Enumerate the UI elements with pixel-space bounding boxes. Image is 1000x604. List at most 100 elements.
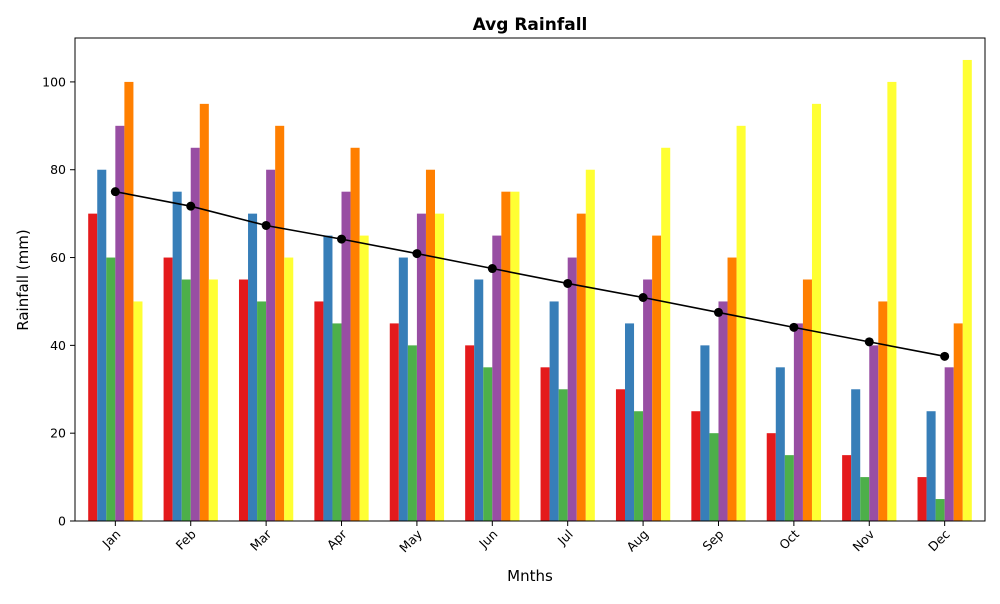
trend-line (115, 190, 945, 358)
bar-sep-series-4 (718, 301, 728, 521)
bar-dec-series-5 (953, 323, 963, 521)
trend-point-jun (487, 264, 497, 274)
bar-jan-series-3 (106, 257, 116, 521)
bar-nov-series-4 (869, 345, 879, 521)
bar-dec-series-4 (944, 367, 954, 521)
bar-jun-series-1 (465, 345, 475, 521)
bar-jul-series-6 (585, 169, 595, 521)
bar-apr-series-4 (341, 191, 351, 521)
trend-point-oct (789, 322, 799, 332)
trend-point-nov (864, 337, 874, 347)
bar-jan-series-2 (97, 169, 107, 521)
bar-may-series-5 (425, 169, 436, 521)
bar-apr-series-2 (323, 235, 333, 521)
bar-mar-series-3 (257, 301, 267, 521)
bar-jul-series-4 (567, 257, 577, 521)
chart-title: Avg Rainfall (473, 15, 588, 35)
bar-jun-series-4 (492, 235, 502, 521)
trend-point-jul (563, 278, 573, 288)
bar-sep-series-3 (709, 433, 719, 521)
bar-jan-series-6 (133, 301, 143, 521)
bar-feb-series-1 (163, 257, 173, 521)
bar-jul-series-5 (576, 213, 586, 522)
y-tick-label: 0 (58, 514, 66, 529)
trend-point-dec (940, 351, 950, 361)
bar-dec-series-6 (962, 59, 972, 522)
bar-mar-series-1 (238, 279, 249, 521)
bar-oct-series-4 (793, 323, 803, 521)
bar-aug-series-4 (643, 279, 653, 521)
bar-mar-series-5 (275, 125, 285, 522)
bar-oct-series-2 (775, 367, 785, 521)
bar-nov-series-6 (887, 81, 897, 521)
bar-feb-series-4 (190, 147, 200, 522)
bar-apr-series-6 (359, 235, 369, 521)
bar-jun-series-5 (501, 191, 511, 521)
bar-may-series-4 (416, 213, 426, 522)
y-tick-label: 60 (50, 250, 66, 265)
bar-sep-series-6 (736, 125, 746, 522)
bar-apr-series-3 (332, 323, 342, 521)
bar-dec-series-3 (935, 499, 945, 521)
bar-dec-series-2 (926, 411, 936, 521)
bar-oct-series-3 (784, 455, 794, 521)
bar-apr-series-1 (314, 301, 324, 521)
bar-jan-series-4 (115, 125, 125, 522)
trend-point-aug (638, 293, 648, 303)
y-tick-label: 80 (50, 162, 66, 177)
trend-point-mar (261, 220, 271, 230)
bar-sep-series-1 (691, 411, 701, 521)
y-tick-label: 100 (42, 74, 66, 89)
trend-point-may (412, 249, 422, 259)
bar-mar-series-2 (248, 213, 258, 522)
bar-aug-series-2 (624, 323, 635, 521)
bar-sep-series-2 (700, 345, 710, 521)
bar-oct-series-5 (802, 279, 812, 521)
bars-layer (88, 59, 972, 522)
bar-nov-series-2 (851, 389, 861, 521)
trend-line-layer (110, 187, 950, 361)
bar-feb-series-2 (172, 191, 182, 521)
y-axis-label: Rainfall (mm) (14, 229, 32, 330)
bar-oct-series-6 (811, 103, 822, 521)
y-tick-label: 40 (50, 338, 66, 353)
bar-aug-series-5 (652, 235, 662, 521)
bar-aug-series-6 (661, 147, 671, 522)
y-tick-label: 20 (50, 426, 66, 441)
bar-feb-series-6 (208, 279, 218, 521)
trend-point-sep (713, 307, 723, 317)
bar-feb-series-3 (181, 279, 191, 521)
bar-jun-series-3 (483, 367, 493, 521)
bar-mar-series-6 (284, 257, 294, 521)
bar-jul-series-1 (540, 367, 550, 521)
bar-may-series-1 (389, 323, 399, 521)
trend-point-apr (337, 234, 347, 244)
trend-point-jan (110, 187, 120, 197)
bar-may-series-2 (398, 257, 408, 521)
bar-jul-series-3 (558, 389, 568, 521)
bar-jun-series-2 (474, 279, 484, 521)
bar-jun-series-6 (510, 191, 520, 521)
trend-point-feb (186, 201, 196, 211)
bar-oct-series-1 (766, 433, 776, 521)
bar-jan-series-5 (124, 81, 134, 521)
bar-sep-series-5 (727, 257, 737, 521)
bar-may-series-6 (435, 213, 445, 522)
bar-apr-series-5 (350, 147, 360, 522)
bar-dec-series-1 (917, 477, 927, 521)
bar-jul-series-2 (549, 301, 559, 521)
y-axis-ticks: 0 20 40 60 80 100 (42, 74, 75, 529)
bar-may-series-3 (407, 345, 417, 521)
bar-aug-series-1 (615, 389, 625, 521)
x-axis-label: Mnths (507, 567, 553, 585)
bar-nov-series-5 (878, 301, 888, 521)
bar-aug-series-3 (634, 411, 644, 521)
bar-mar-series-4 (266, 169, 276, 521)
bar-nov-series-3 (860, 477, 870, 521)
bar-jan-series-1 (88, 213, 98, 522)
plot-frame (74, 37, 986, 522)
bar-nov-series-1 (842, 455, 852, 521)
bar-feb-series-5 (199, 103, 209, 521)
